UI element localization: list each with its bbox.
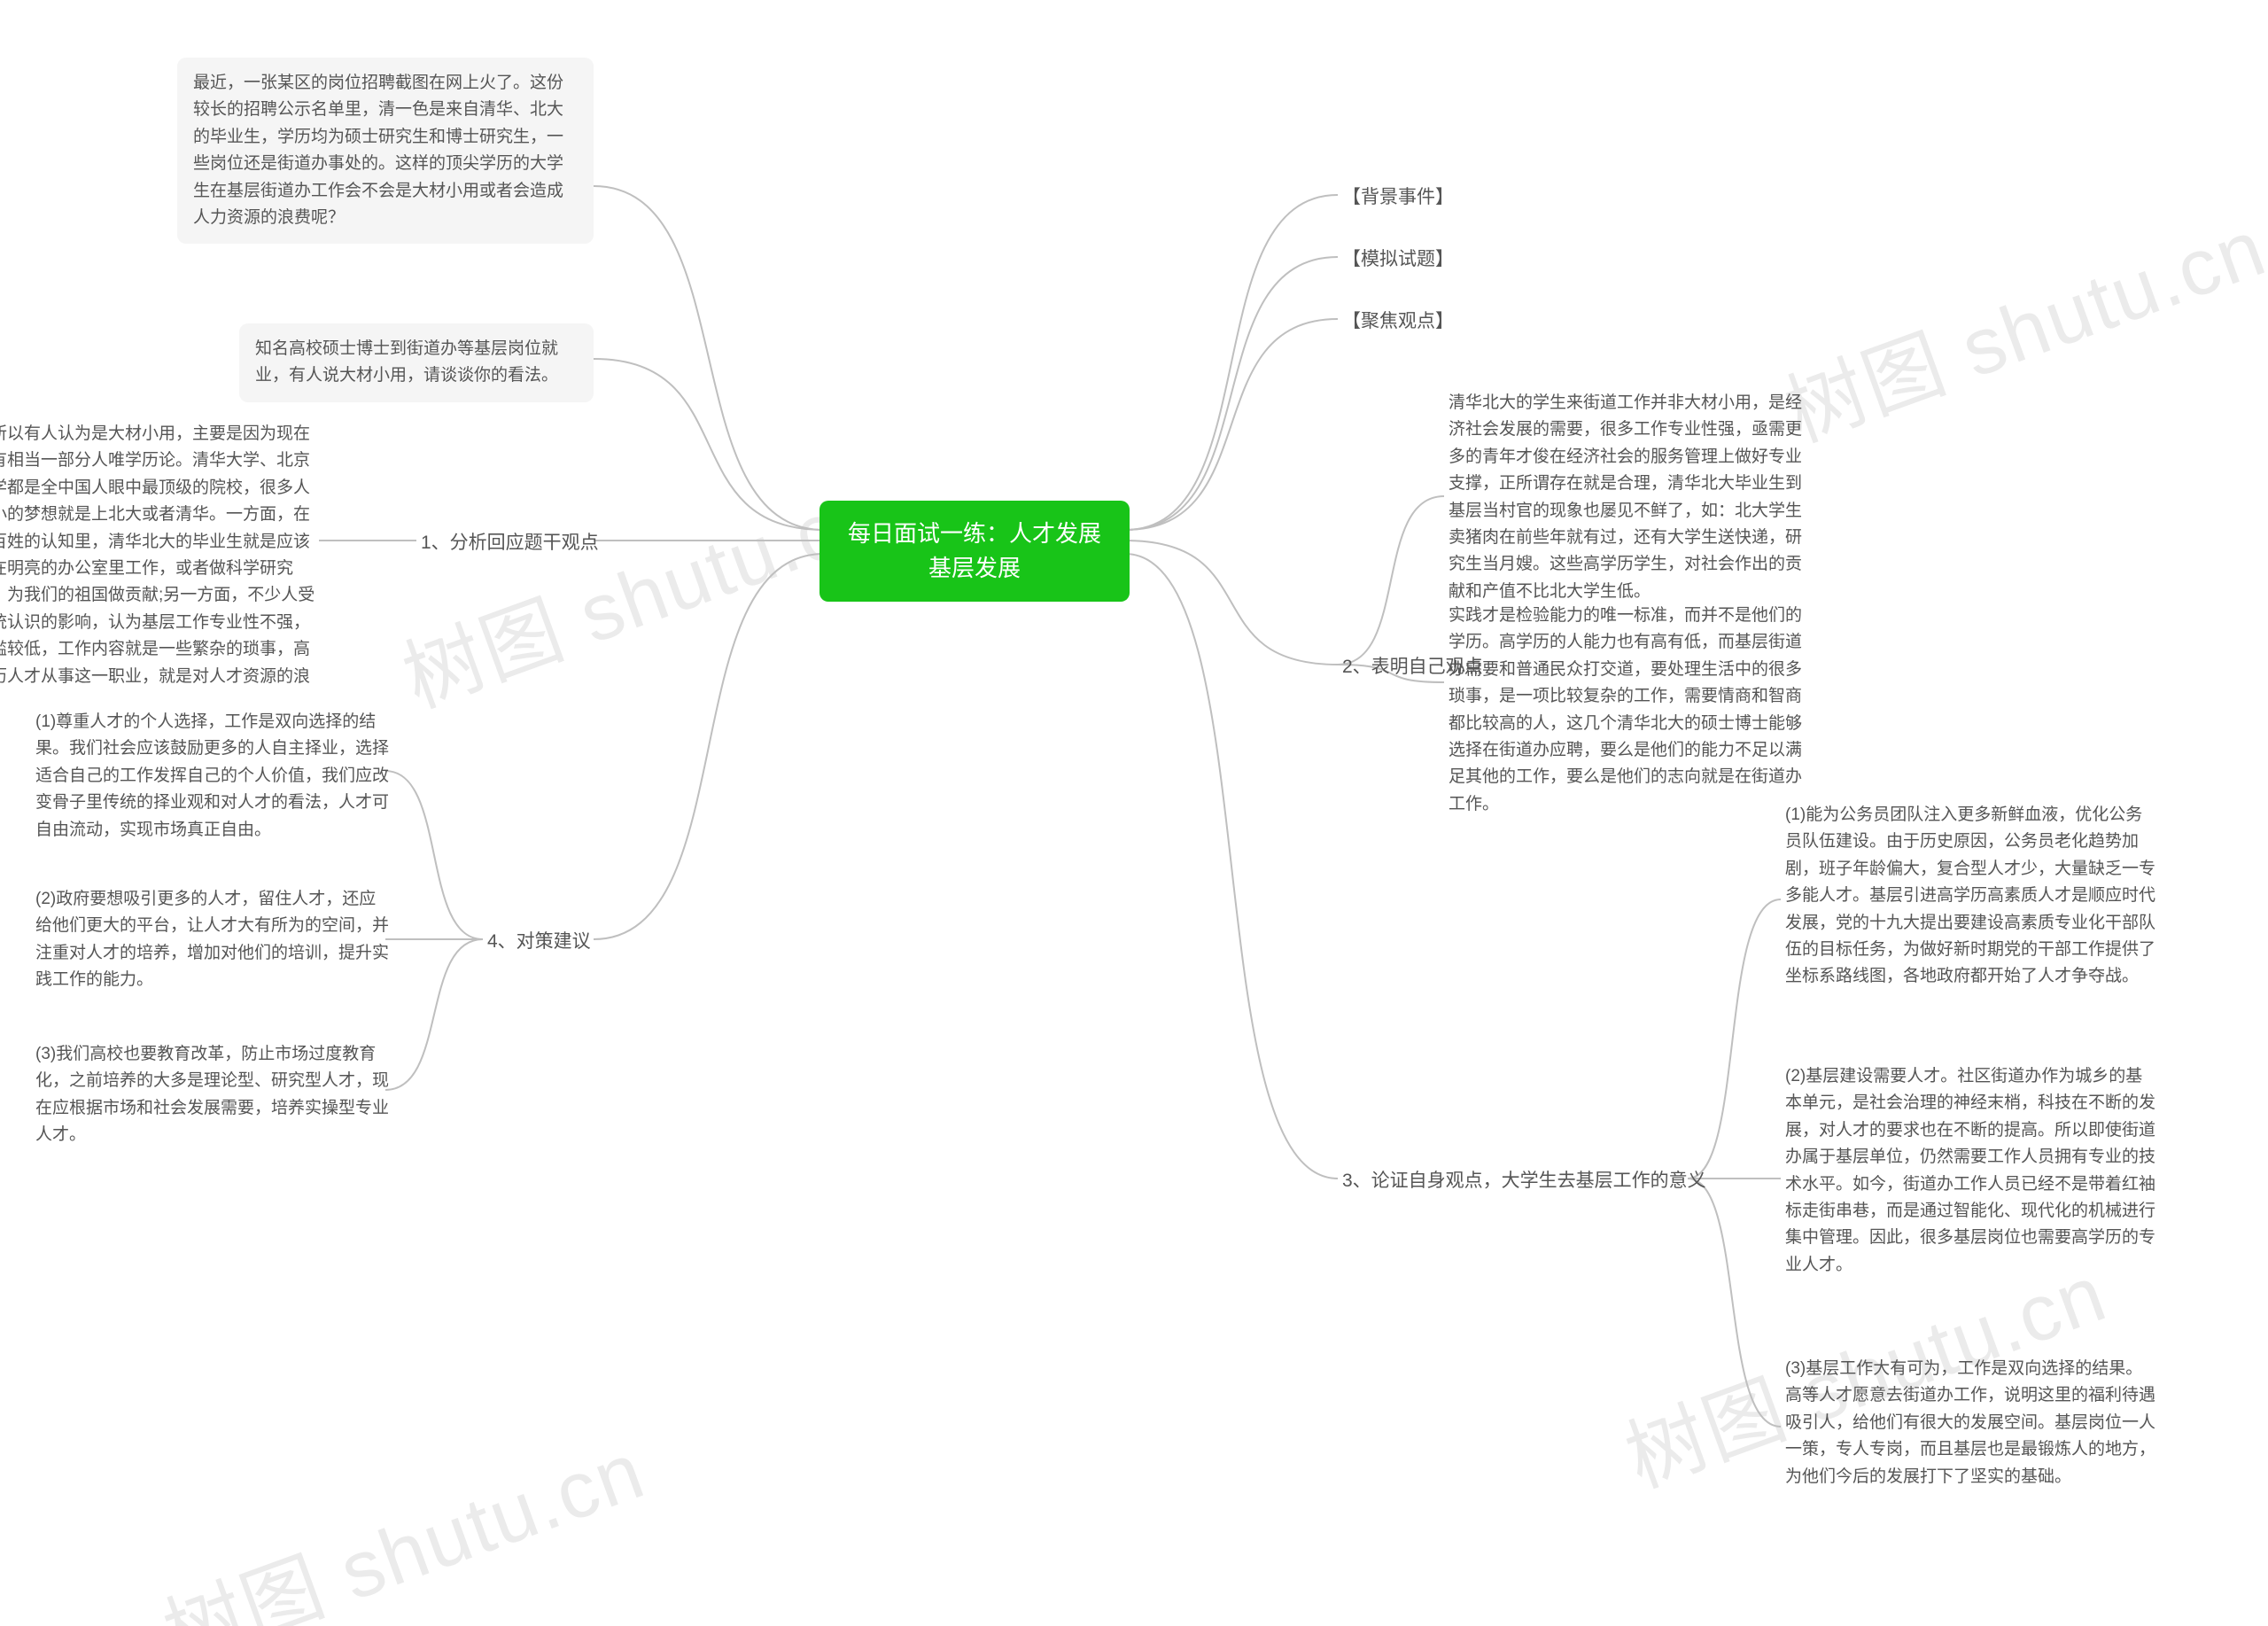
center-line1: 每日面试一练：人才发展 bbox=[844, 517, 1105, 551]
connector-path bbox=[594, 186, 824, 530]
argument-2: (2)基层建设需要人才。社区街道办作为城乡的基本单元，是社会治理的神经末梢，科技… bbox=[1785, 1063, 2157, 1279]
argument-3: (3)基层工作大有可为，工作是双向选择的结果。高等人才愿意去街道办工作，说明这里… bbox=[1785, 1356, 2157, 1490]
connector-path bbox=[1125, 257, 1338, 530]
connector-path bbox=[1688, 1179, 1781, 1427]
branch-mock-question[interactable]: 【模拟试题】 bbox=[1342, 246, 1454, 272]
connector-path bbox=[385, 939, 483, 1090]
connector-path bbox=[1688, 899, 1781, 1179]
connector-path bbox=[1125, 195, 1338, 530]
branch-analyze[interactable]: 1、分析回应题干观点 bbox=[421, 530, 599, 556]
plan-2: (2)政府要想吸引更多的人才，留住人才，还应给他们更大的平台，让人才大有所为的空… bbox=[35, 886, 390, 994]
center-line2: 基层发展 bbox=[844, 551, 1105, 586]
branch-plan[interactable]: 4、对策建议 bbox=[487, 929, 591, 954]
branch-argument[interactable]: 3、论证自身观点，大学生去基层工作的意义 bbox=[1342, 1168, 1706, 1194]
connector-path bbox=[1125, 541, 1338, 665]
connector-path bbox=[594, 359, 824, 530]
center-node[interactable]: 每日面试一练：人才发展 基层发展 bbox=[819, 501, 1130, 602]
connector-path bbox=[1125, 554, 1338, 1179]
branch-background[interactable]: 【背景事件】 bbox=[1342, 184, 1454, 210]
own-view-p2: 实践才是检验能力的唯一标准，而并不是他们的学历。高学历的人能力也有高有低，而基层… bbox=[1449, 603, 1812, 818]
watermark: 树图 shutu.cn bbox=[146, 1406, 657, 1626]
watermark: 树图 shutu.cn bbox=[1767, 183, 2268, 463]
connector-path bbox=[1125, 319, 1338, 530]
background-bubble: 最近，一张某区的岗位招聘截图在网上火了。这份较长的招聘公示名单里，清一色是来自清… bbox=[177, 58, 594, 244]
own-view-p1: 清华北大的学生来街道工作并非大材小用，是经济社会发展的需要，很多工作专业性强，亟… bbox=[1449, 390, 1812, 605]
argument-1: (1)能为公务员团队注入更多新鲜血液，优化公务员队伍建设。由于历史原因，公务员老… bbox=[1785, 802, 2157, 991]
connector-path bbox=[385, 771, 483, 939]
connector-path bbox=[594, 554, 824, 939]
plan-3: (3)我们高校也要教育改革，防止市场过度教育化，之前培养的大多是理论型、研究型人… bbox=[35, 1041, 390, 1149]
connector-path bbox=[1338, 496, 1444, 665]
branch-focus-view[interactable]: 【聚焦观点】 bbox=[1342, 308, 1454, 334]
mock-question-bubble: 知名高校硕士博士到街道办等基层岗位就业，有人说大材小用，请谈谈你的看法。 bbox=[239, 323, 594, 402]
analyze-body: 之所以有人认为是大材小用，主要是因为现在还有相当一部分人唯学历论。清华大学、北京… bbox=[0, 421, 323, 717]
plan-1: (1)尊重人才的个人选择，工作是双向选择的结果。我们社会应该鼓励更多的人自主择业… bbox=[35, 709, 390, 844]
